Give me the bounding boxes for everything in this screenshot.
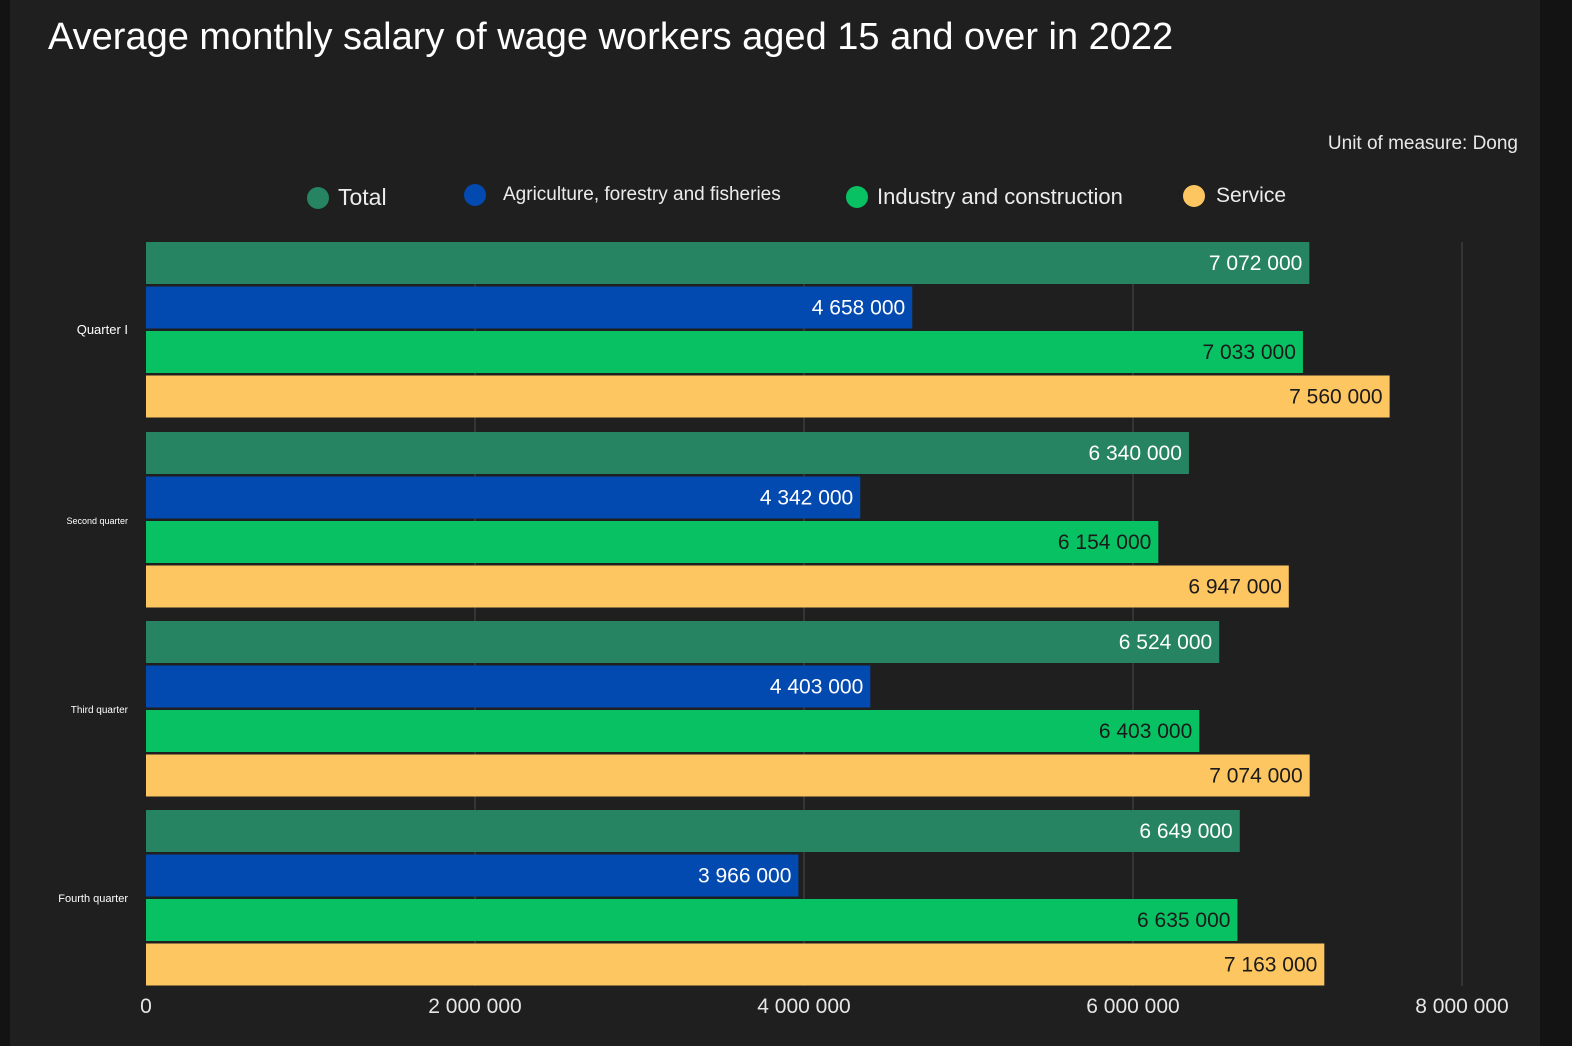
legend-label-agriculture: Agriculture, forestry and fisheries xyxy=(503,184,781,205)
bar xyxy=(146,710,1200,752)
category-label: Third quarter xyxy=(71,705,129,716)
bar xyxy=(146,521,1159,563)
bar xyxy=(146,943,1325,986)
bar-value-label: 3 966 000 xyxy=(698,865,791,888)
legend-swatch-agriculture xyxy=(464,184,486,206)
legend-item-agriculture: Agriculture, forestry and fisheries xyxy=(464,184,781,206)
bar-value-label: 6 635 000 xyxy=(1137,909,1230,932)
legend-swatch-total xyxy=(307,186,329,209)
bar-value-label: 6 154 000 xyxy=(1058,531,1151,554)
legend-label-industry: Industry and construction xyxy=(877,184,1123,209)
category-label: Fourth quarter xyxy=(58,893,128,905)
bar-value-label: 4 342 000 xyxy=(760,487,853,510)
x-tick-label: 8 000 000 xyxy=(1415,995,1508,1018)
bar xyxy=(146,476,861,519)
legend-item-service: Service xyxy=(1183,184,1286,208)
bar xyxy=(146,331,1303,373)
bar-value-label: 4 658 000 xyxy=(812,297,905,320)
legend-item-total: Total xyxy=(307,184,387,211)
category-label: Second quarter xyxy=(66,516,128,526)
bar xyxy=(146,665,871,708)
bar-value-label: 6 649 000 xyxy=(1139,820,1232,843)
bar-value-label: 6 340 000 xyxy=(1088,442,1181,465)
bar-value-label: 6 524 000 xyxy=(1119,631,1212,654)
x-tick-label: 4 000 000 xyxy=(757,995,850,1018)
bar-value-label: 7 560 000 xyxy=(1289,386,1382,409)
bar xyxy=(146,899,1238,941)
bar-value-label: 7 074 000 xyxy=(1209,765,1302,788)
bar-value-label: 7 033 000 xyxy=(1202,341,1295,364)
legend: Total Agriculture, forestry and fisherie… xyxy=(0,184,1572,218)
legend-label-service: Service xyxy=(1216,184,1287,207)
bar xyxy=(146,432,1189,474)
bar xyxy=(146,754,1310,797)
bar xyxy=(146,565,1289,608)
bar xyxy=(146,242,1310,284)
x-tick-label: 2 000 000 xyxy=(428,995,521,1018)
x-tick-label: 6 000 000 xyxy=(1086,995,1179,1018)
bar xyxy=(146,286,913,329)
category-label: Quarter I xyxy=(77,322,128,337)
bar-value-label: 6 947 000 xyxy=(1188,576,1281,599)
bar xyxy=(146,854,799,897)
bar xyxy=(146,810,1240,852)
bar xyxy=(146,375,1390,418)
legend-swatch-industry xyxy=(846,186,868,208)
bar-value-label: 4 403 000 xyxy=(770,676,863,699)
unit-label: Unit of measure: Dong xyxy=(1327,133,1518,154)
chart-title: Average monthly salary of wage workers a… xyxy=(48,16,1174,58)
legend-label-total: Total xyxy=(338,184,387,210)
legend-item-industry: Industry and construction xyxy=(846,184,1123,210)
x-tick-label: 0 xyxy=(140,995,152,1018)
legend-swatch-service xyxy=(1183,185,1205,207)
bar-value-label: 6 403 000 xyxy=(1099,720,1192,743)
bar-value-label: 7 163 000 xyxy=(1224,954,1317,977)
bar xyxy=(146,621,1220,663)
bar-value-label: 7 072 000 xyxy=(1209,252,1302,275)
